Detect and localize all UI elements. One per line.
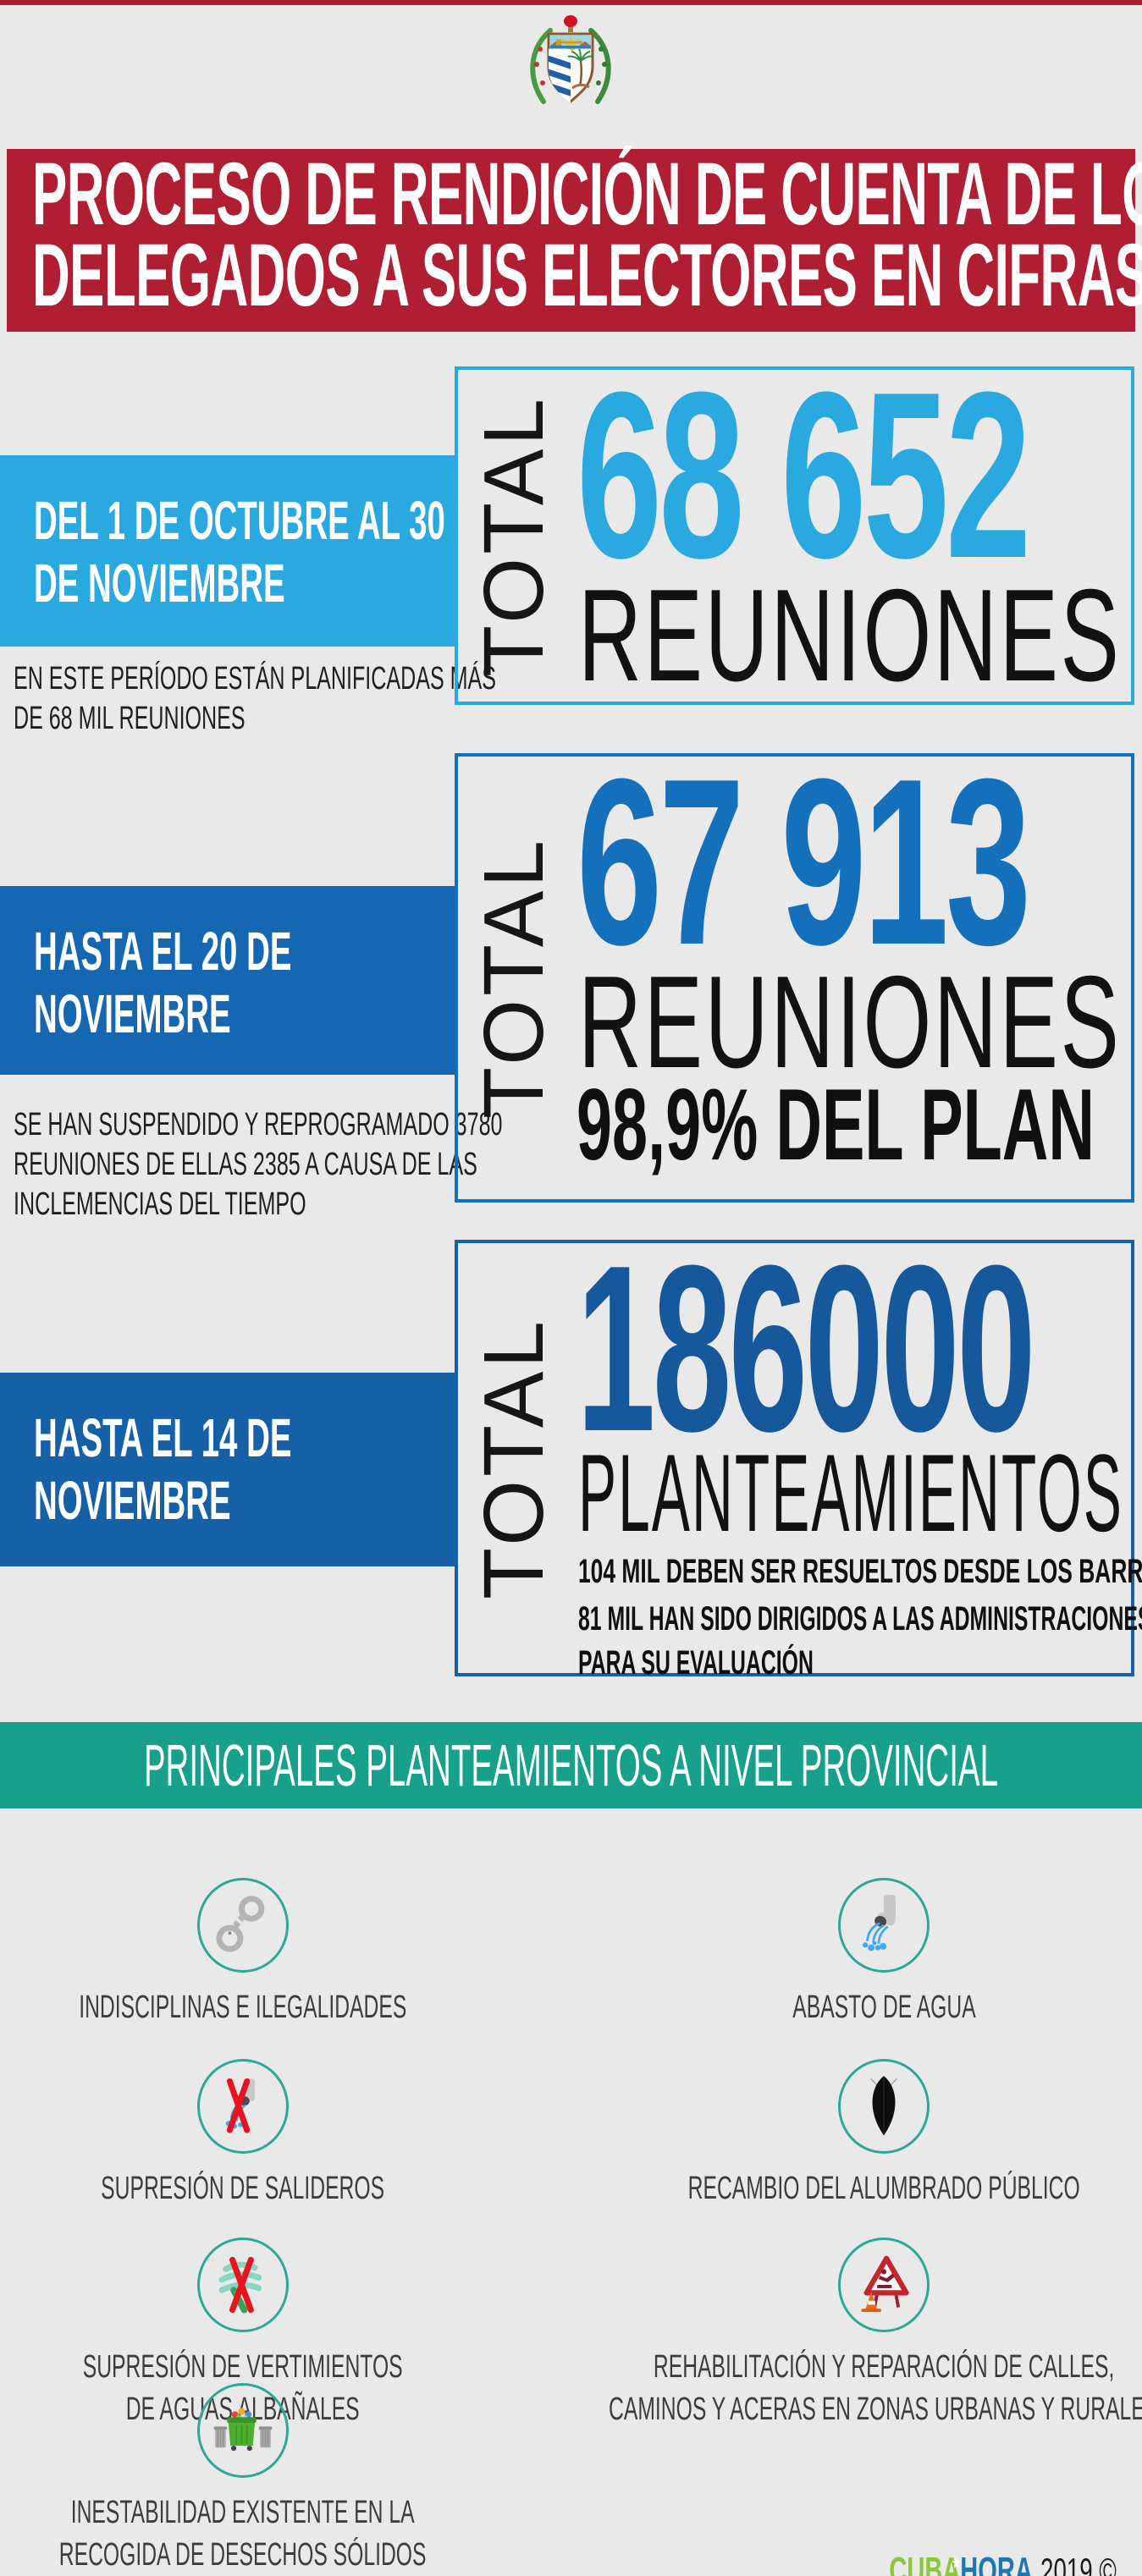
cuba-coat-of-arms-icon <box>530 15 611 104</box>
section3-total-number: 186000 <box>577 1217 1036 1481</box>
section2-note: SE HAN SUSPENDIDO Y REPROGRAMADO 3780 RE… <box>14 1107 503 1222</box>
provincial-banner-title: PRINCIPALES PLANTEAMIENTOS A NIVEL PROVI… <box>143 1732 999 1798</box>
section1-total-label: TOTAL <box>466 394 561 677</box>
icon-circle <box>197 2059 289 2154</box>
section2-unit-label: REUNIONES <box>578 949 1122 1095</box>
icon-circle <box>838 2059 930 2154</box>
section1-total-number: 68 652 <box>577 344 1031 608</box>
provincial-item-desechos: INESTABILIDAD EXISTENTE EN LA RECOGIDA D… <box>23 2383 463 2576</box>
logo-hora-label: HORA <box>960 2550 1033 2576</box>
section3-period-band: HASTA EL 14 DE NOVIEMBRE <box>0 1373 455 1566</box>
logo-hora-text: ★ HORA <box>952 2550 1033 2576</box>
provincial-item-indisciplinas: INDISCIPLINAS E ILEGALIDADES <box>23 1878 463 2028</box>
section2-period-band: HASTA EL 20 DE NOVIEMBRE <box>0 886 455 1075</box>
section1-unit-label: REUNIONES <box>578 562 1122 708</box>
provincial-item-label: INESTABILIDAD EXISTENTE EN LA RECOGIDA D… <box>59 2495 427 2573</box>
section3-total-label: TOTAL <box>466 1317 561 1599</box>
title-banner: PROCESO DE RENDICIÓN DE CUENTA DE LOS DE… <box>7 149 1142 332</box>
section2-total-number: 67 913 <box>577 730 1031 994</box>
star-icon: ★ <box>951 2554 962 2573</box>
section3-subnote-administraciones: 81 MIL HAN SIDO DIRIGIDOS A LAS ADMINIST… <box>578 1600 1142 1682</box>
road-works-icon <box>861 2255 909 2312</box>
section1-period-band: DEL 1 DE OCTUBRE AL 30 DE NOVIEMBRE <box>0 455 455 647</box>
top-accent-strip <box>0 0 1142 5</box>
icon-circle <box>838 2237 930 2332</box>
page-title: PROCESO DE RENDICIÓN DE CUENTA DE LOS DE… <box>32 145 1142 325</box>
street-lamp-icon <box>869 2076 898 2136</box>
sewage-crossed-icon <box>218 2256 262 2314</box>
section1-total-box: TOTAL 68 652 REUNIONES <box>455 344 1134 708</box>
icon-circle <box>197 2383 289 2478</box>
provincial-item-alumbrado: RECAMBIO DEL ALUMBRADO PÚBLICO <box>588 2059 1142 2210</box>
icon-circle <box>197 2237 289 2332</box>
provincial-item-label: SUPRESIÓN DE SALIDEROS <box>101 2171 385 2206</box>
provincial-item-abasto-agua: ABASTO DE AGUA <box>588 1878 1142 2028</box>
provincial-banner: PRINCIPALES PLANTEAMIENTOS A NIVEL PROVI… <box>0 1722 1142 1808</box>
section2-period-title: HASTA EL 20 DE NOVIEMBRE <box>34 921 292 1044</box>
section2-total-label: TOTAL <box>466 836 561 1120</box>
logo-year: 2019 © <box>1040 2551 1117 2576</box>
provincial-item-salideros: SUPRESIÓN DE SALIDEROS <box>23 2059 463 2210</box>
water-tap-icon <box>863 1895 896 1951</box>
cubahora-logo-line: CUBA ★ HORA 2019 © <box>848 2515 1117 2576</box>
section3-period-title: HASTA EL 14 DE NOVIEMBRE <box>34 1407 292 1531</box>
section2-plan-percentage: 98,9% DEL PLAN <box>577 1068 1095 1181</box>
section1-period-title: DEL 1 DE OCTUBRE AL 30 DE NOVIEMBRE <box>34 490 445 614</box>
section3-subnote-barrios: 104 MIL DEBEN SER RESUELTOS DESDE LOS BA… <box>578 1553 1142 1590</box>
provincial-item-calles: REHABILITACIÓN Y REPARACIÓN DE CALLES, C… <box>588 2237 1142 2430</box>
provincial-item-label: ABASTO DE AGUA <box>792 1990 976 2025</box>
section1-note: EN ESTE PERÍODO ESTÁN PLANIFICADAS MÁS D… <box>14 661 497 736</box>
icon-circle <box>197 1878 289 1973</box>
section2-total-box: TOTAL 67 913 REUNIONES 98,9% DEL PLAN <box>455 730 1134 1203</box>
handcuffs-icon <box>216 1896 265 1952</box>
icon-circle <box>838 1878 930 1973</box>
leak-crossed-icon <box>225 2078 256 2133</box>
provincial-item-label: RECAMBIO DEL ALUMBRADO PÚBLICO <box>687 2171 1080 2206</box>
section3-unit-label: PLANTEAMIENTOS <box>578 1431 1123 1555</box>
dumpster-icon <box>213 2408 273 2452</box>
logo-cuba-text: CUBA <box>889 2550 961 2576</box>
cubahora-logo: CUBA ★ HORA 2019 © <box>848 2515 1142 2576</box>
section3-total-box: TOTAL 186000 PLANTEAMIENTOS 104 MIL DEBE… <box>455 1217 1142 1682</box>
provincial-item-label: REHABILITACIÓN Y REPARACIÓN DE CALLES, C… <box>608 2349 1142 2427</box>
provincial-item-label: INDISCIPLINAS E ILEGALIDADES <box>79 1990 407 2025</box>
